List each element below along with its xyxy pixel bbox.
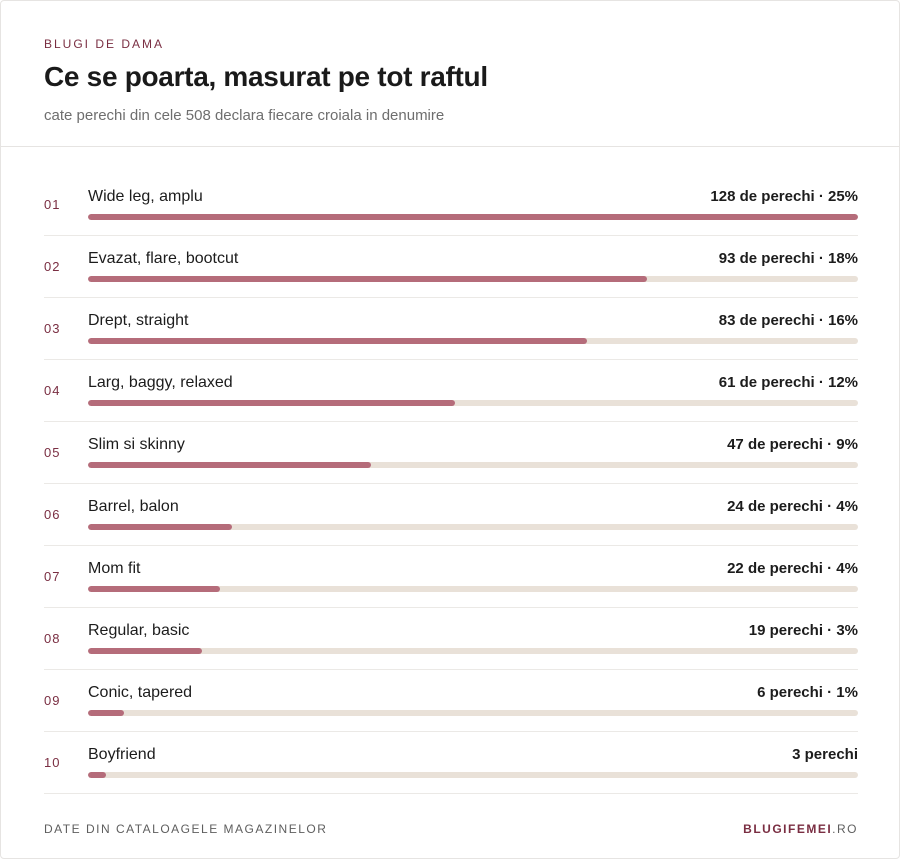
bar-track bbox=[88, 710, 858, 716]
bar-rank: 05 bbox=[44, 445, 61, 460]
chart-title: Ce se poarta, masurat pe tot raftul bbox=[44, 61, 488, 92]
bar-label: Larg, baggy, relaxed bbox=[88, 374, 233, 391]
bar-label: Drept, straight bbox=[88, 312, 189, 329]
bar-value-label: 83 de perechi · 16% bbox=[718, 312, 858, 329]
chart-header: BLUGI DE DAMA Ce se poarta, masurat pe t… bbox=[1, 1, 899, 147]
bar-row: 07 Mom fit 22 de perechi · 4% bbox=[44, 546, 858, 608]
brand-name: BLUGIFEMEI bbox=[743, 822, 833, 836]
bar-label: Regular, basic bbox=[88, 622, 190, 639]
bar-label: Slim si skinny bbox=[88, 436, 185, 453]
bar-track bbox=[88, 772, 858, 778]
bar-rank: 03 bbox=[44, 321, 61, 336]
bar-row: 06 Barrel, balon 24 de perechi · 4% bbox=[44, 484, 858, 546]
bar-rank: 10 bbox=[44, 755, 61, 770]
source-note: DATE DIN CATALOAGELE MAGAZINELOR bbox=[44, 822, 328, 836]
bar-fill bbox=[88, 710, 125, 716]
bar-fill bbox=[88, 462, 371, 468]
bar-value-label: 22 de perechi · 4% bbox=[727, 560, 858, 577]
bar-rank: 04 bbox=[44, 383, 61, 398]
bar-rank: 07 bbox=[44, 569, 61, 584]
kicker: BLUGI DE DAMA bbox=[44, 37, 165, 51]
bar-fill bbox=[88, 586, 221, 592]
bar-label: Mom fit bbox=[88, 560, 141, 577]
bar-row: 05 Slim si skinny 47 de perechi · 9% bbox=[44, 422, 858, 484]
bar-label: Barrel, balon bbox=[88, 498, 179, 515]
bar-value-label: 24 de perechi · 4% bbox=[727, 498, 858, 515]
bar-fill bbox=[88, 276, 648, 282]
bar-label: Boyfriend bbox=[88, 746, 156, 763]
bar-track bbox=[88, 586, 858, 592]
bar-track bbox=[88, 648, 858, 654]
bar-value-label: 19 perechi · 3% bbox=[748, 622, 858, 639]
bar-rank: 02 bbox=[44, 259, 61, 274]
bar-value-label: 3 perechi bbox=[792, 746, 858, 763]
chart-subtitle: cate perechi din cele 508 declara fiecar… bbox=[44, 107, 445, 124]
bar-row: 01 Wide leg, amplu 128 de perechi · 25% bbox=[44, 174, 858, 236]
brand-link[interactable]: BLUGIFEMEI.RO bbox=[743, 822, 858, 836]
bar-track bbox=[88, 462, 858, 468]
bar-track bbox=[88, 214, 858, 220]
bar-row: 10 Boyfriend 3 perechi bbox=[44, 732, 858, 794]
bar-value-label: 47 de perechi · 9% bbox=[727, 436, 858, 453]
brand-suffix: .RO bbox=[832, 822, 858, 836]
bar-row: 03 Drept, straight 83 de perechi · 16% bbox=[44, 298, 858, 360]
bar-track bbox=[88, 400, 858, 406]
bar-value-label: 61 de perechi · 12% bbox=[718, 374, 858, 391]
bar-value-label: 128 de perechi · 25% bbox=[710, 188, 858, 205]
bar-fill bbox=[88, 214, 858, 220]
bar-row: 08 Regular, basic 19 perechi · 3% bbox=[44, 608, 858, 670]
bar-track bbox=[88, 338, 858, 344]
bar-fill bbox=[88, 648, 203, 654]
bar-fill bbox=[88, 338, 588, 344]
bar-rank: 09 bbox=[44, 693, 61, 708]
bar-rank: 01 bbox=[44, 197, 61, 212]
bar-value-label: 6 perechi · 1% bbox=[757, 684, 858, 701]
bar-rank: 08 bbox=[44, 631, 61, 646]
bar-list: 01 Wide leg, amplu 128 de perechi · 25% 02 E… bbox=[44, 174, 858, 794]
bar-rank: 06 bbox=[44, 507, 61, 522]
bar-label: Wide leg, amplu bbox=[88, 188, 203, 205]
bar-row: 02 Evazat, flare, bootcut 93 de perechi · … bbox=[44, 236, 858, 298]
bar-fill bbox=[88, 524, 233, 530]
bar-track bbox=[88, 276, 858, 282]
bar-fill bbox=[88, 400, 455, 406]
bar-value-label: 93 de perechi · 18% bbox=[718, 250, 858, 267]
bar-label: Evazat, flare, bootcut bbox=[88, 250, 239, 267]
bar-fill bbox=[88, 772, 107, 778]
bar-row: 04 Larg, baggy, relaxed 61 de perechi · 12… bbox=[44, 360, 858, 422]
bar-track bbox=[88, 524, 858, 530]
bar-label: Conic, tapered bbox=[88, 684, 193, 701]
bar-row: 09 Conic, tapered 6 perechi · 1% bbox=[44, 670, 858, 732]
chart-footer: DATE DIN CATALOAGELE MAGAZINELOR BLUGIFE… bbox=[44, 816, 858, 846]
